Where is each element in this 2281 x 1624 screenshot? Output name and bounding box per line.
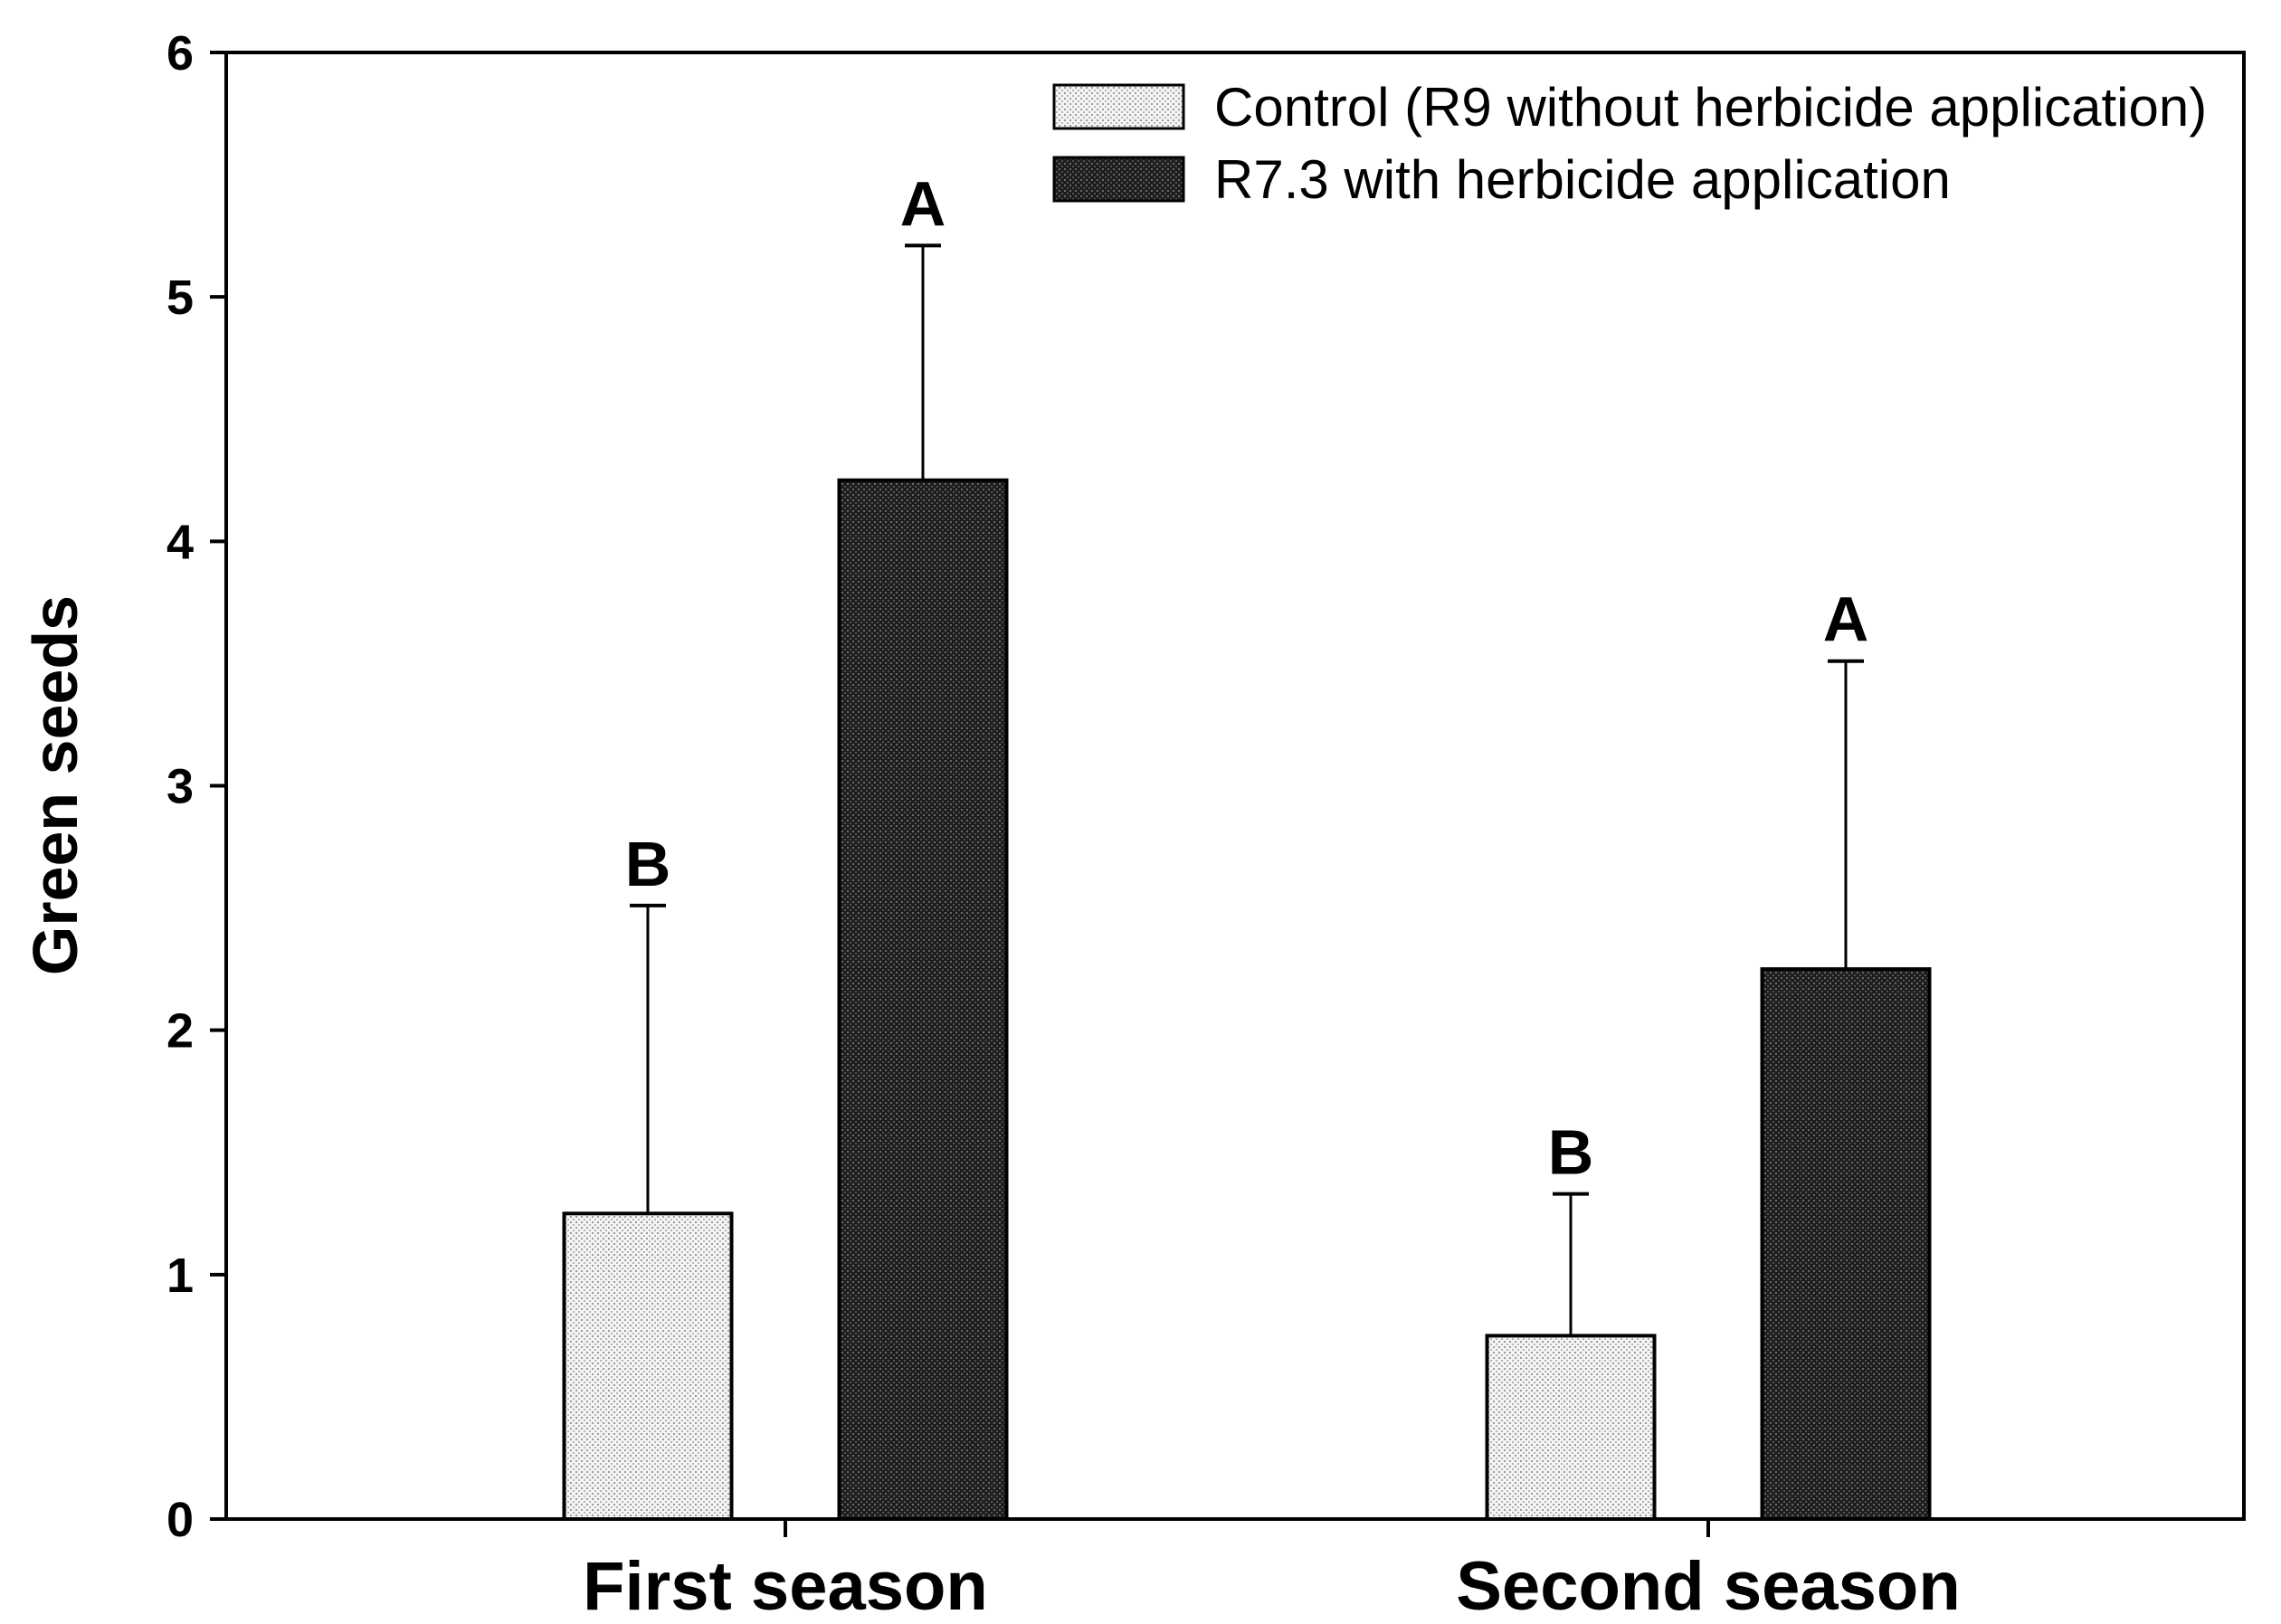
y-axis-label: Green seeds (20, 595, 90, 975)
significance-label: B (1548, 1117, 1594, 1188)
bars-group: B B A A (562, 168, 1932, 1522)
significance-label: A (1823, 584, 1869, 655)
legend-swatch (1052, 83, 1185, 130)
bar (1760, 967, 1932, 1521)
y-tick-label: 4 (166, 515, 194, 569)
legend-label: R7.3 with herbicide application (1214, 149, 1951, 210)
x-tick-label: First season (583, 1548, 988, 1624)
legend-label: Control (R9 without herbicide applicatio… (1214, 77, 2207, 138)
legend: Control (R9 without herbicide applicatio… (1052, 77, 2207, 210)
y-tick-label: 5 (166, 271, 194, 325)
x-tick-label: Second season (1456, 1548, 1961, 1624)
y-tick-label: 2 (166, 1004, 194, 1059)
significance-label: A (900, 168, 946, 239)
legend-swatch (1052, 156, 1185, 203)
y-tick-label: 1 (166, 1249, 194, 1303)
bar (1485, 1334, 1657, 1521)
bar (837, 478, 1009, 1522)
plot-frame (224, 51, 2246, 1521)
y-tick-label: 0 (166, 1493, 194, 1547)
bar (562, 1211, 734, 1521)
significance-label: B (625, 829, 671, 899)
y-tick-label: 3 (166, 760, 194, 814)
x-axis: First season Second season (583, 1519, 1961, 1624)
y-tick-label: 6 (166, 26, 194, 81)
y-axis: 0 1 2 3 4 5 6 (166, 26, 226, 1547)
